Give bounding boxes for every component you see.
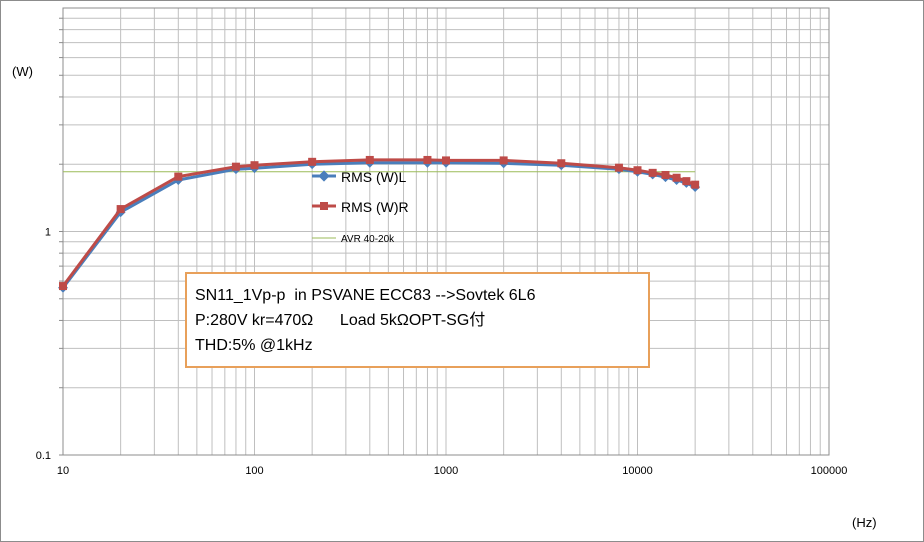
axes	[59, 7, 830, 456]
data-point-r	[423, 155, 432, 164]
x-tick-label: 100	[245, 465, 263, 477]
data-point-r	[250, 161, 259, 170]
data-point-r	[557, 159, 566, 168]
data-point-r	[116, 205, 125, 214]
x-tick-label: 10	[57, 465, 69, 477]
data-point-r	[499, 156, 508, 165]
annotation-line-1: SN11_1Vp-p in PSVANE ECC83 -->Sovtek 6L6	[195, 287, 536, 304]
grid-lines	[62, 8, 829, 456]
data-point-r	[614, 163, 623, 172]
data-point-r	[691, 180, 700, 189]
x-tick-label: 10000	[622, 465, 653, 477]
y-tick-label: 0.1	[36, 450, 51, 462]
data-point-r	[633, 166, 642, 175]
annotation-line-3: THD:5% @1kHz	[195, 337, 313, 354]
data-point-r	[231, 162, 240, 171]
data-point-r	[365, 155, 374, 164]
legend-label-avr: AVR 40-20k	[341, 234, 395, 245]
legend: RMS (W)L RMS (W)R AVR 40-20k	[312, 169, 409, 245]
legend-entry-r: RMS (W)R	[312, 199, 409, 215]
y-axis-label: (W)	[12, 64, 33, 79]
data-point-r	[672, 173, 681, 182]
annotation-box: SN11_1Vp-p in PSVANE ECC83 -->Sovtek 6L6…	[185, 272, 650, 368]
annotation-line-2: P:280V kr=470Ω Load 5kΩOPT-SG付	[195, 312, 486, 329]
data-point-r	[442, 156, 450, 165]
data-point-r	[661, 170, 670, 179]
data-series	[58, 155, 701, 293]
data-point-r	[648, 168, 657, 177]
legend-entry-l: RMS (W)L	[312, 169, 407, 185]
x-axis-label: (Hz)	[852, 515, 877, 530]
data-point-r	[682, 177, 691, 186]
legend-label-l: RMS (W)L	[341, 169, 407, 185]
x-tick-label: 1000	[434, 465, 458, 477]
y-tick-label: 1	[45, 227, 51, 239]
data-point-r	[308, 157, 317, 166]
x-tick-label: 100000	[811, 465, 848, 477]
data-point-r	[174, 172, 183, 181]
legend-label-r: RMS (W)R	[341, 199, 409, 215]
tick-labels: 10 100 1000 10000 100000 0.1 1	[36, 227, 848, 478]
legend-entry-avr: AVR 40-20k	[312, 234, 395, 245]
data-point-r	[59, 282, 67, 291]
